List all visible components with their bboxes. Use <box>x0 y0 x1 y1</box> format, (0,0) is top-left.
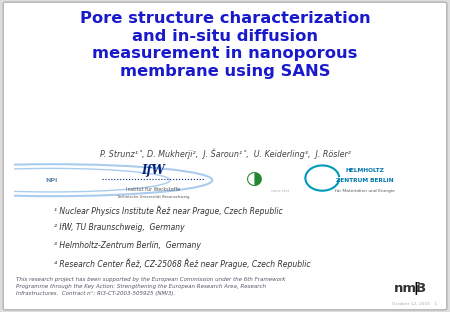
Text: 3: 3 <box>416 282 426 295</box>
Text: nmi: nmi <box>394 282 422 295</box>
Text: NPI: NPI <box>45 178 58 183</box>
Text: für Materialien und Energie: für Materialien und Energie <box>335 189 395 193</box>
Text: October 12, 2015   1: October 12, 2015 1 <box>392 302 436 306</box>
Text: some text: some text <box>271 189 289 193</box>
Text: |: | <box>413 282 418 295</box>
Text: ³ Helmholtz-Zentrum Berlin,  Germany: ³ Helmholtz-Zentrum Berlin, Germany <box>54 241 201 250</box>
Text: ZENTRUM BERLIN: ZENTRUM BERLIN <box>336 178 393 183</box>
Text: IfW: IfW <box>141 164 165 178</box>
Text: P. Strunz¹˄, D. Mukherji²,  J. Šaroun¹˄,  U. Keiderling³,  J. Rösler²: P. Strunz¹˄, D. Mukherji², J. Šaroun¹˄, … <box>99 148 351 159</box>
Text: Pore structure characterization
and in-situ diffusion
measurement in nanoporous
: Pore structure characterization and in-s… <box>80 11 370 79</box>
Text: ⁴ Research Center Řež, CZ-25068 Řež near Prague, Czech Republic: ⁴ Research Center Řež, CZ-25068 Řež near… <box>54 259 310 269</box>
Text: ◑: ◑ <box>246 168 263 188</box>
Text: ² IfW, TU Braunschweig,  Germany: ² IfW, TU Braunschweig, Germany <box>54 223 184 232</box>
Text: Institut für Werkstoffe: Institut für Werkstoffe <box>126 187 180 192</box>
Text: Technische Universität Braunschweig: Technische Universität Braunschweig <box>117 195 189 199</box>
Text: HELMHOLTZ: HELMHOLTZ <box>345 168 384 173</box>
Text: ¹ Nuclear Physics Institute Řež near Prague, Czech Republic: ¹ Nuclear Physics Institute Řež near Pra… <box>54 205 283 216</box>
Text: This research project has been supported by the European Commission under the 6t: This research project has been supported… <box>16 277 285 296</box>
